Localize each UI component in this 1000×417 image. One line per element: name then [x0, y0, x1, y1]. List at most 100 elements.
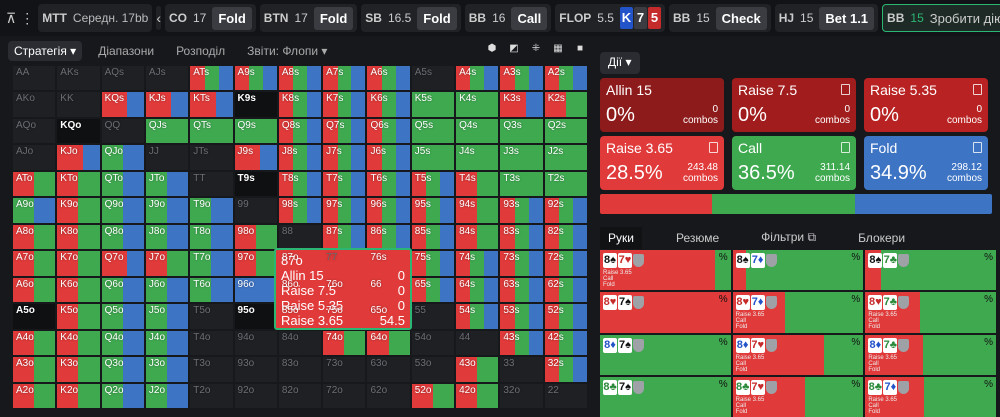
seat-action[interactable]: Check [715, 6, 767, 30]
hand-cell[interactable]: 33 [499, 356, 544, 383]
hand-cell[interactable]: J4s [455, 144, 500, 171]
hand-cell[interactable]: AKo [12, 91, 57, 118]
hand-cell[interactable]: A9o [12, 197, 57, 224]
hand-cell[interactable]: 83o [277, 356, 323, 383]
hand-cell[interactable]: 54s [455, 303, 500, 330]
hand-cell[interactable]: A9s [233, 65, 278, 92]
hand-cell[interactable]: AQo [12, 117, 57, 145]
hand-cell[interactable]: 42o [455, 382, 500, 409]
hand-cell[interactable]: J8o [144, 223, 190, 251]
hand-cell[interactable]: ATo [12, 170, 57, 198]
hand-combo[interactable]: 8♥ 7♦ Raise 3.65 Call Fold% [732, 292, 864, 333]
hand-cell[interactable]: T3s [499, 170, 544, 198]
hand-cell[interactable]: QJs [144, 117, 190, 145]
hand-cell[interactable]: AJs [144, 65, 190, 92]
hand-cell[interactable]: A5o [12, 303, 57, 330]
hand-cell[interactable]: 87s [322, 223, 367, 251]
hand-cell[interactable]: 54o [410, 329, 456, 357]
hand-cell[interactable]: T6s [366, 170, 411, 198]
hand-combo[interactable]: 8♥ 7♠% [600, 292, 731, 333]
hand-cell[interactable]: K5s [410, 91, 456, 118]
hand-cell[interactable]: A8o [12, 223, 57, 251]
hand-cell[interactable]: T8o [189, 223, 234, 251]
hand-cell[interactable]: K2o [56, 382, 101, 409]
seat-btn[interactable]: BTN 17 Fold [259, 4, 358, 32]
seat-bb[interactable]: BB 15 Check [668, 4, 771, 32]
hand-cell[interactable]: Q9o [100, 197, 145, 224]
hand-cell[interactable]: 63s [499, 276, 544, 304]
hand-cell[interactable]: QQ [100, 117, 145, 145]
hand-cell[interactable]: 62o [366, 382, 411, 409]
hand-cell[interactable]: J9o [144, 197, 190, 224]
seat-bb[interactable]: BB 16 Call [464, 4, 552, 32]
back-chevron-icon[interactable]: ‹ [156, 6, 161, 30]
hand-cell[interactable]: QTo [100, 170, 145, 198]
hand-cell[interactable]: Q8s [277, 117, 323, 145]
hand-cell[interactable]: J2s [543, 144, 588, 171]
hand-cell[interactable]: J6o [144, 276, 190, 304]
hand-cell[interactable]: JTs [189, 144, 234, 171]
hand-cell[interactable]: A7o [12, 250, 57, 277]
hand-cell[interactable]: Q5o [100, 303, 145, 330]
hand-cell[interactable]: 73s [499, 250, 544, 277]
hand-cell[interactable]: 98o [233, 223, 278, 251]
hand-cell[interactable]: T9s [233, 170, 278, 198]
hand-cell[interactable]: 62s [543, 276, 588, 304]
action-box[interactable]: Fold 34.9% 298.12 combos [864, 136, 988, 190]
hand-cell[interactable]: 99 [233, 197, 278, 224]
hand-cell[interactable]: 83s [499, 223, 544, 251]
hand-cell[interactable]: AKs [56, 65, 101, 92]
hand-cell[interactable]: K3s [499, 91, 544, 118]
hand-cell[interactable]: A8s [277, 65, 323, 92]
hand-cell[interactable]: 95s [410, 197, 456, 224]
hand-cell[interactable]: Q2o [100, 382, 145, 409]
hand-cell[interactable]: Q3s [499, 117, 544, 145]
seat-action[interactable]: Fold [417, 6, 457, 30]
hand-cell[interactable]: A2s [543, 65, 588, 92]
hand-cell[interactable]: Q5s [410, 117, 456, 145]
hand-cell[interactable]: 52s [543, 303, 588, 330]
hand-cell[interactable]: T5s [410, 170, 456, 198]
hand-combo[interactable]: 8♦ 7♥ Raise 3.65 Call Fold% [732, 334, 864, 375]
hand-cell[interactable]: T4s [455, 170, 500, 198]
hand-cell[interactable]: J5s [410, 144, 456, 171]
hand-cell[interactable]: K9s [233, 91, 278, 118]
hand-cell[interactable]: Q6s [366, 117, 411, 145]
hand-cell[interactable]: A6s [366, 65, 411, 92]
hand-cell[interactable]: A4s [455, 65, 500, 92]
hand-cell[interactable]: TT [189, 170, 234, 198]
hand-cell[interactable]: J7s [322, 144, 367, 171]
grid-small-icon[interactable]: ▦ [553, 42, 563, 54]
hand-combo[interactable]: 8♦ 7♠% [600, 334, 731, 375]
hand-cell[interactable]: 32s [543, 356, 588, 383]
hand-cell[interactable]: 64s [455, 276, 500, 304]
collapse-icon[interactable]: ⊼ [6, 9, 17, 26]
hand-cell[interactable]: K2s [543, 91, 588, 118]
hand-cell[interactable]: AJo [12, 144, 57, 171]
hand-cell[interactable]: T3o [189, 356, 234, 383]
hand-cell[interactable]: Q8o [100, 223, 145, 251]
hand-cell[interactable]: QJo [100, 144, 145, 171]
hand-cell[interactable]: 43o [455, 356, 500, 383]
hand-cell[interactable]: T8s [277, 170, 323, 198]
hand-cell[interactable]: 82o [277, 382, 323, 409]
hand-cell[interactable]: J3o [144, 356, 190, 383]
hand-cell[interactable]: 92s [543, 197, 588, 224]
hand-cell[interactable]: 85s [410, 223, 456, 251]
hand-cell[interactable]: 88 [277, 223, 323, 251]
hand-cell[interactable]: 94o [233, 329, 278, 357]
hand-cell[interactable]: J8s [277, 144, 323, 171]
compress-icon[interactable]: ⁜ [531, 42, 541, 54]
cube-icon[interactable]: ⬢ [487, 42, 497, 54]
hand-cell[interactable]: T2s [543, 170, 588, 198]
action-box[interactable]: Raise 7.5 0% 0 combos [732, 78, 856, 132]
hand-cell[interactable]: 84s [455, 223, 500, 251]
hand-cell[interactable]: J6s [366, 144, 411, 171]
seat-co[interactable]: CO 17 Fold [165, 4, 256, 32]
hand-cell[interactable]: 92o [233, 382, 278, 409]
hand-cell[interactable]: 75s [410, 250, 456, 277]
hand-cell[interactable]: T6o [189, 276, 234, 304]
tab-blockers[interactable]: Блокери [858, 230, 906, 245]
square-icon[interactable]: ■ [576, 42, 584, 54]
hand-cell[interactable]: Q3o [100, 356, 145, 383]
